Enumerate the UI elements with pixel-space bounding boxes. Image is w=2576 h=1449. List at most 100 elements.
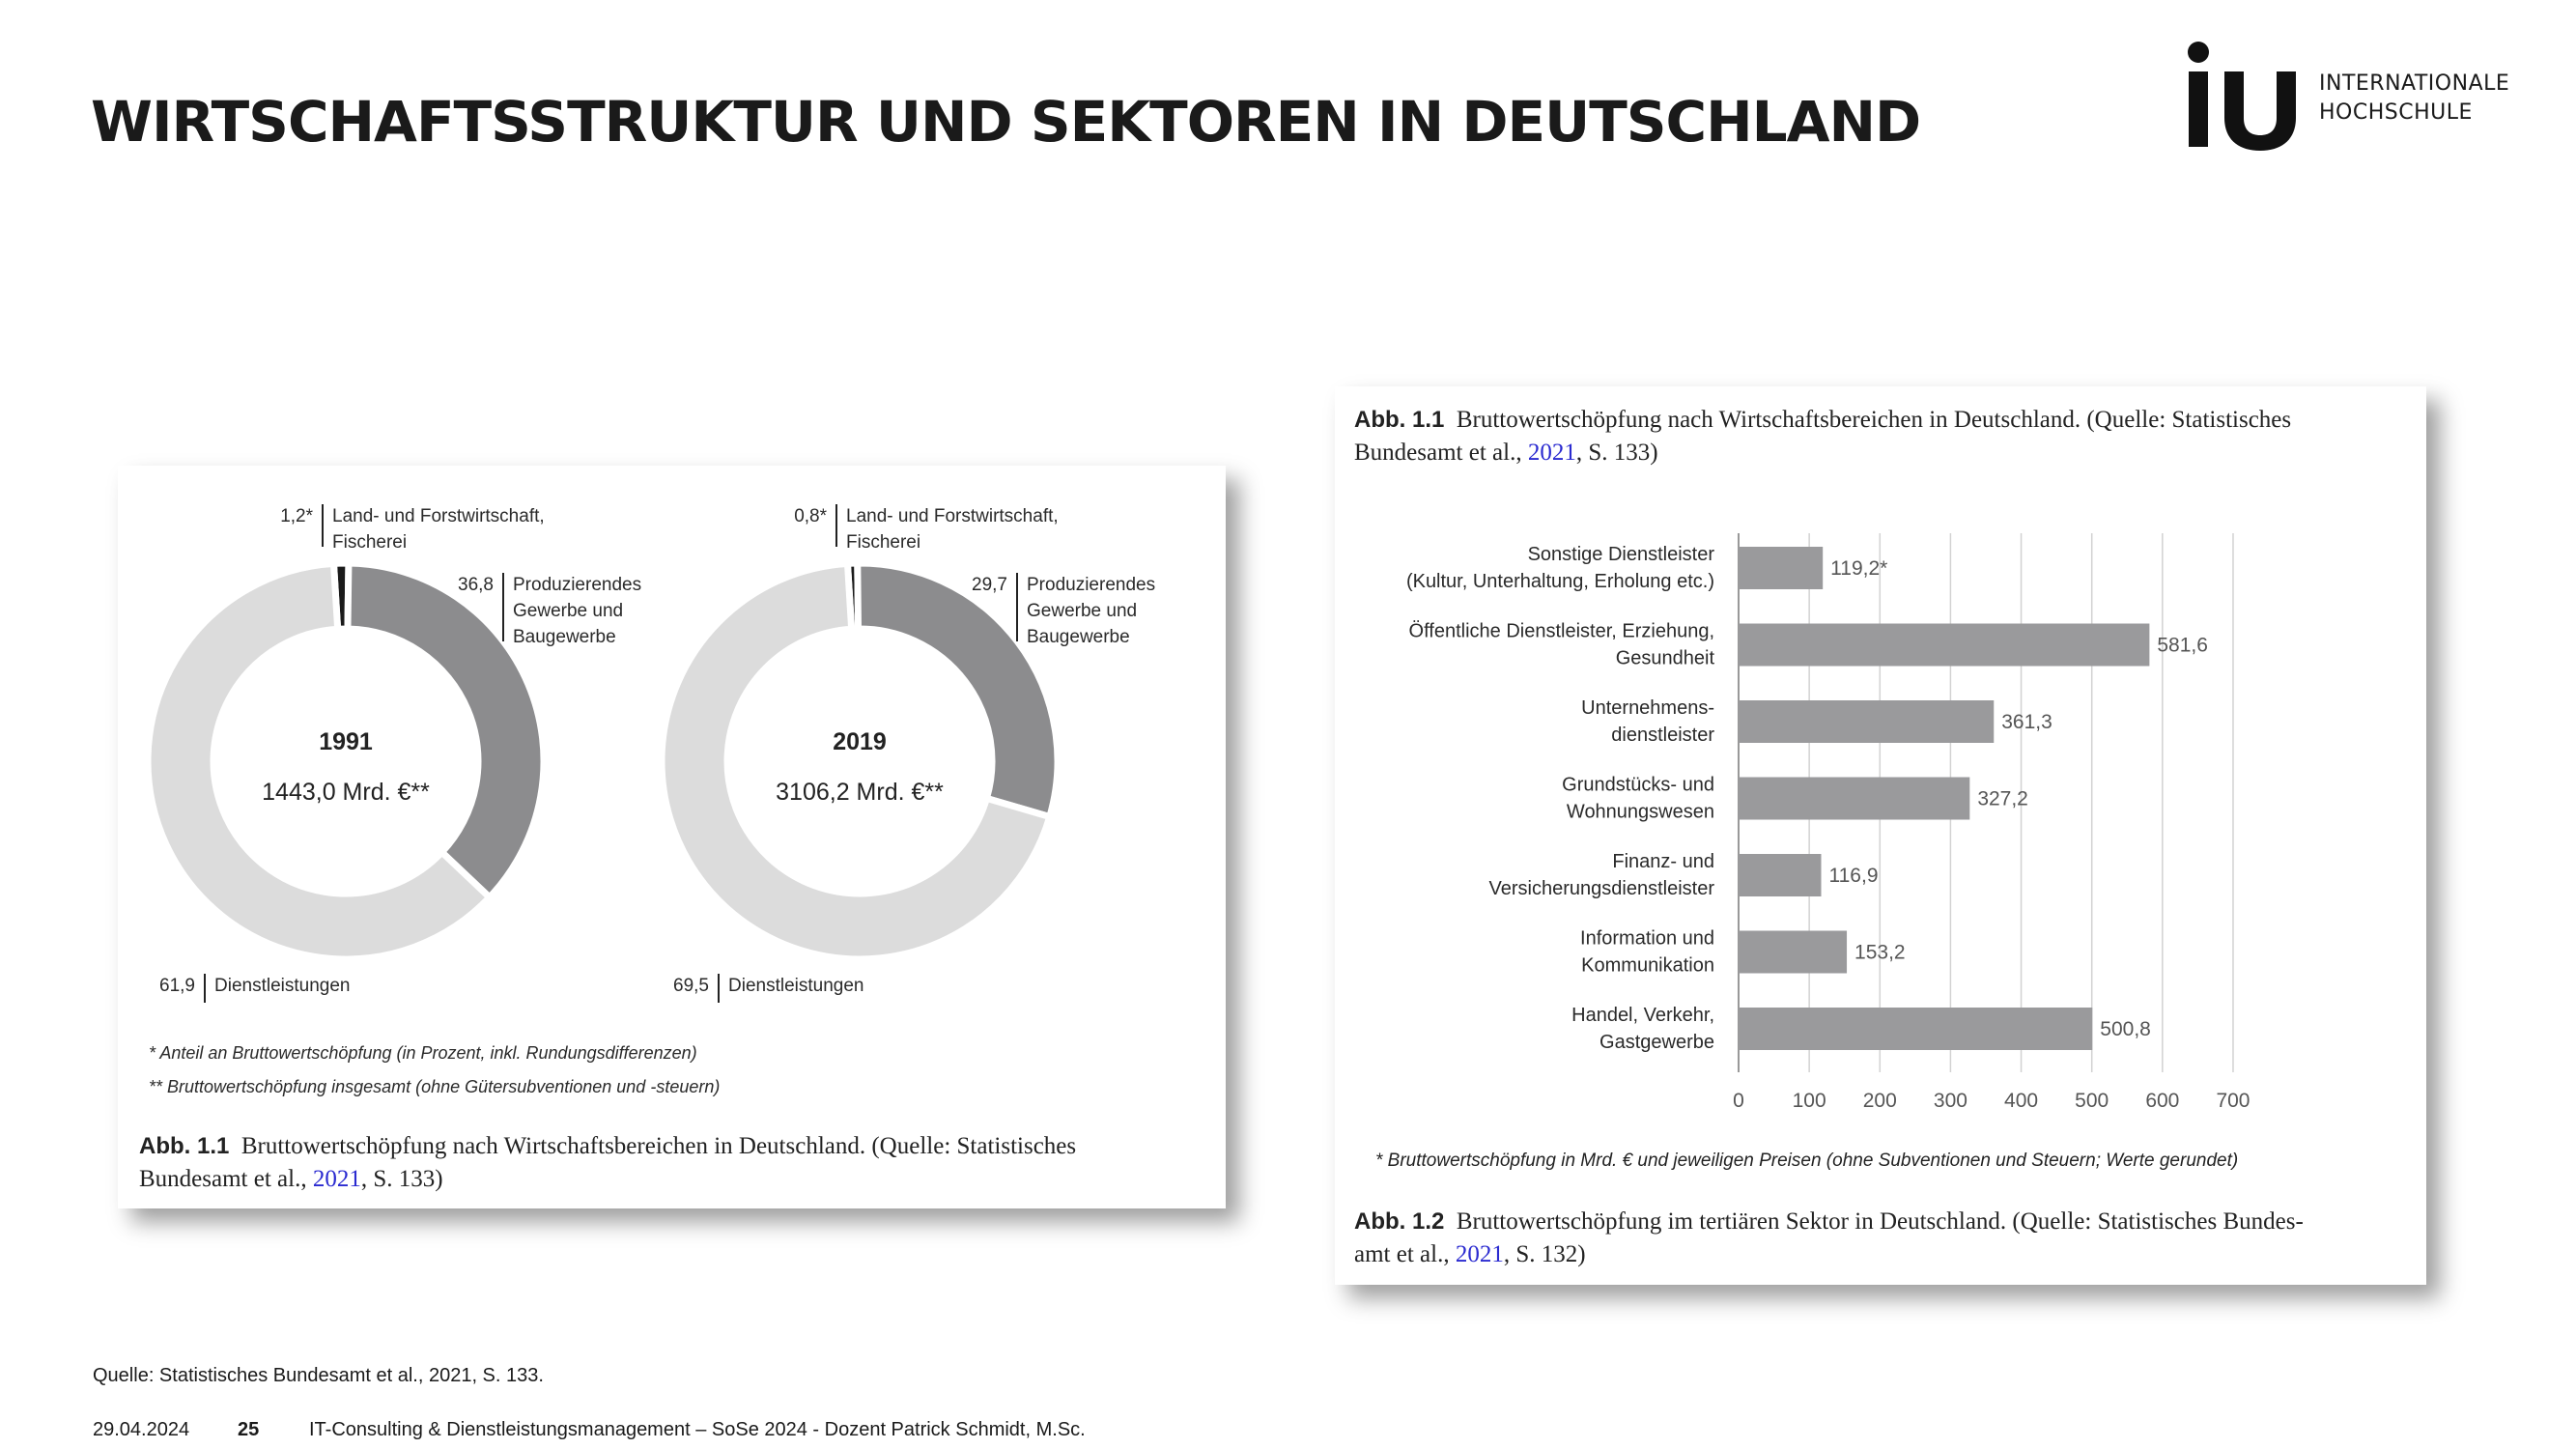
bar-value-label: 500,8 (2100, 1018, 2151, 1040)
bar-x-tick-label: 100 (1793, 1090, 1826, 1112)
figure-2-header-citation-link[interactable]: 2021 (1527, 440, 1576, 466)
iu-logo-icon (2188, 42, 2296, 151)
bar-x-tick-label: 700 (2216, 1090, 2250, 1112)
bar-x-tick-label: 300 (1934, 1090, 1967, 1112)
bar-value-label: 153,2 (1854, 942, 1906, 964)
bar-x-tick-label: 200 (1863, 1090, 1897, 1112)
donut-slice-label: Baugewerbe (513, 627, 616, 647)
donut-slice-2019-2 (658, 559, 1055, 963)
donut-slice-1991-1 (344, 559, 548, 902)
bar-value-label: 327,2 (1977, 788, 2028, 810)
bar-category-label: Sonstige Dienstleister (1528, 544, 1715, 565)
bar-category-label: Grundstücks- und (1562, 775, 1714, 796)
bar (1739, 623, 2150, 667)
bar-value-label: 116,9 (1829, 865, 1879, 887)
page-title: WIRTSCHAFTSSTRUKTUR UND SEKTOREN IN DEUT… (91, 89, 1921, 155)
bar-category-label: Wohnungswesen (1567, 802, 1714, 823)
bar-category-label: Information und (1580, 928, 1714, 950)
donut-slice-2019-1 (854, 559, 1062, 821)
figure-2-caption: Abb. 1.2 Bruttowertschöpfung im tertiäre… (1354, 1206, 2417, 1271)
bar-x-tick-label: 500 (2075, 1090, 2109, 1112)
figure-2-header-label: Abb. 1.1 (1354, 407, 1445, 433)
bar (1739, 854, 1822, 896)
bar-category-label: Gastgewerbe (1599, 1032, 1714, 1053)
figure-2-caption-line-1: Bruttowertschöpfung im tertiären Sektor … (1456, 1208, 2304, 1235)
bar-value-label: 581,6 (2157, 635, 2208, 657)
footer-course: IT-Consulting & Dienstleistungsmanagemen… (309, 1419, 1086, 1440)
donut-charts: 1991 1443,0 Mrd. €** 1,2* Land- und Forstwi… (144, 504, 1155, 1096)
figure-2-citation-link[interactable]: 2021 (1455, 1241, 1504, 1267)
bar-chart-panel: Abb. 1.1 Bruttowertschöpfung nach Wirtsc… (1335, 386, 2426, 1285)
donut-value-label: 61,9 (159, 976, 195, 996)
bar-x-tick-label: 400 (2004, 1090, 2038, 1112)
donut-slice-label: Produzierendes (1027, 575, 1155, 595)
bar-category-label: Kommunikation (1581, 955, 1714, 977)
donut-slice-label: Land- und Forstwirtschaft, (846, 506, 1059, 526)
figure-1-caption-page: , S. 133) (360, 1166, 443, 1192)
figure-1-caption: Abb. 1.1 Bruttowertschöpfung nach Wirtsc… (139, 1130, 1211, 1196)
donut-chart-1991: 1991 1443,0 Mrd. €** 1,2* Land- und Forstwi… (144, 504, 641, 1003)
donut-value-label: 1,2* (280, 506, 313, 526)
bar-series: 119,2* Sonstige Dienstleister (Kultur, Unt… (1406, 544, 2208, 1053)
footer-date: 29.04.2024 (93, 1419, 190, 1440)
bar-category-label: Handel, Verkehr, (1571, 1005, 1714, 1026)
figure-1-footnote-2: ** Bruttowertschöpfung insgesamt (ohne G… (149, 1077, 720, 1096)
bar-chart: 0 100 200 300 400 500 600 700 119,2* Sonstige Die… (1375, 533, 2250, 1171)
figure-1-label: Abb. 1.1 (139, 1133, 230, 1159)
donut-chart-2019: 2019 3106,2 Mrd. €** 0,8* Land- und Forstwi… (658, 504, 1155, 1003)
bar (1739, 547, 1824, 589)
figure-2-header-line-1: Bruttowertschöpfung nach Wirtschaftsbere… (1456, 407, 2292, 433)
bar (1739, 700, 1995, 743)
donut-slice-label: Fischerei (332, 532, 407, 553)
donut-slice-1991-2 (144, 559, 495, 963)
figure-2-header-page: , S. 133) (1575, 440, 1658, 466)
bar-category-label: Versicherungsdienstleister (1489, 878, 1715, 899)
bar-category-label: Finanz- und (1612, 851, 1714, 872)
bar-category-label: Unternehmens- (1581, 697, 1714, 719)
bar-value-label: 361,3 (2001, 711, 2052, 733)
donut-slice-label: Gewerbe und (1027, 601, 1137, 621)
bar-x-tick-label: 600 (2145, 1090, 2179, 1112)
figure-2-caption-page: , S. 132) (1503, 1241, 1586, 1267)
figure-2-header: Abb. 1.1 Bruttowertschöpfung nach Wirtsc… (1354, 404, 2417, 469)
bar-value-label: 119,2* (1830, 557, 1887, 580)
donut-slice-label: Fischerei (846, 532, 920, 553)
figure-1-citation-link[interactable]: 2021 (312, 1166, 361, 1192)
donut-slice-label: Dienstleistungen (214, 976, 350, 996)
donut-value-label: 0,8* (794, 506, 827, 526)
footer-page-number: 25 (238, 1419, 260, 1440)
donut-slice-label: Baugewerbe (1027, 627, 1130, 647)
bar-category-label: Gesundheit (1616, 648, 1715, 669)
source-note: Quelle: Statistisches Bundesamt et al., … (93, 1365, 544, 1386)
iu-logo: INTERNATIONALE HOCHSCHULE (2186, 39, 2534, 155)
figure-2-caption-line-2: amt et al., (1354, 1241, 1450, 1267)
donut-slice-label: Land- und Forstwirtschaft, (332, 506, 545, 526)
bar-category-label: (Kultur, Unterhaltung, Erholung etc.) (1406, 571, 1714, 592)
bar (1739, 1008, 2093, 1050)
logo-line-2: HOCHSCHULE (2319, 100, 2473, 125)
donut-center-total: 3106,2 Mrd. €** (776, 779, 944, 806)
bar-x-tick-label: 0 (1733, 1090, 1744, 1112)
donut-center-total: 1443,0 Mrd. €** (262, 779, 430, 806)
bar (1739, 930, 1848, 974)
donut-center-year: 1991 (319, 728, 373, 755)
donut-value-label: 69,5 (673, 976, 709, 996)
donut-charts-panel: 1991 1443,0 Mrd. €** 1,2* Land- und Forstwi… (118, 466, 1226, 1208)
donut-slice-label: Dienstleistungen (728, 976, 863, 996)
figure-1-caption-line-1: Bruttowertschöpfung nach Wirtschaftsbere… (241, 1133, 1077, 1159)
donut-center-year: 2019 (833, 728, 887, 755)
figure-1-caption-line-2: Bundesamt et al., (139, 1166, 307, 1192)
logo-line-1: INTERNATIONALE (2319, 71, 2510, 96)
donut-value-label: 29,7 (972, 575, 1007, 595)
donut-slice-label: Produzierendes (513, 575, 641, 595)
donut-footnotes: * Anteil an Bruttowertschöpfung (in Proz… (149, 1043, 720, 1096)
figure-2-caption-label: Abb. 1.2 (1354, 1208, 1445, 1235)
bar (1739, 777, 1970, 820)
bar-category-label: dienstleister (1611, 724, 1714, 746)
donut-slice-label: Gewerbe und (513, 601, 623, 621)
figure-2-footnote: * Bruttowertschöpfung in Mrd. € und jewe… (1375, 1151, 2238, 1171)
figure-2-header-line-2: Bundesamt et al., (1354, 440, 1522, 466)
donut-value-label: 36,8 (458, 575, 494, 595)
bar-category-label: Öffentliche Dienstleister, Erziehung, (1409, 621, 1714, 642)
figure-1-footnote-1: * Anteil an Bruttowertschöpfung (in Proz… (149, 1043, 697, 1063)
